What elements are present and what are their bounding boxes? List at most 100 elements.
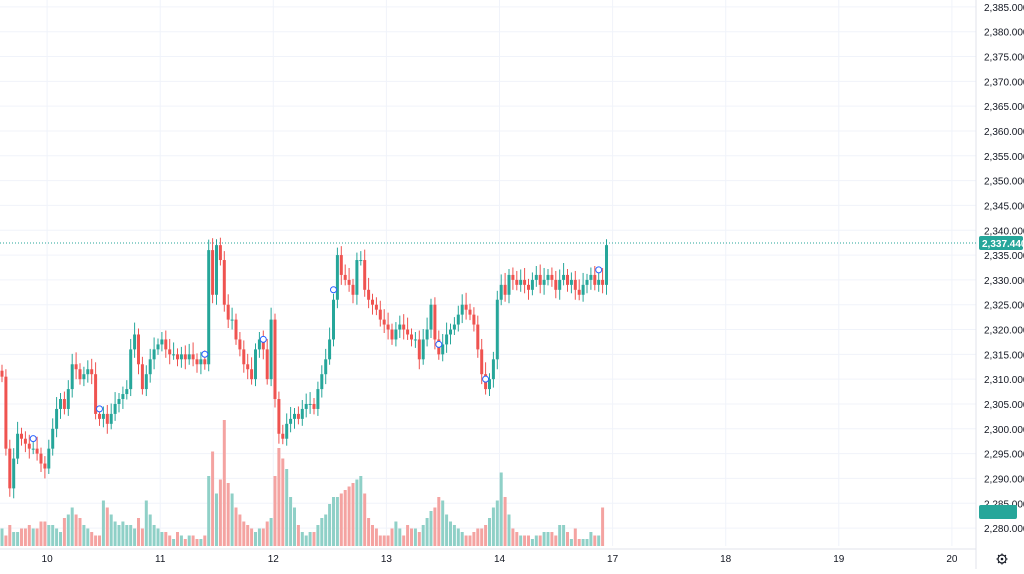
candle-body — [16, 433, 20, 459]
volume-bar — [382, 535, 386, 546]
candle-body — [503, 284, 507, 295]
candle-body — [597, 279, 601, 285]
dividend-marker[interactable] — [201, 350, 209, 358]
y-tick-label: 2,350.000 — [984, 177, 1024, 188]
dividend-marker[interactable] — [482, 375, 490, 383]
volume-bar — [581, 539, 585, 546]
volume-bar — [328, 504, 332, 546]
candle-body — [417, 339, 421, 360]
volume-bar — [394, 521, 398, 546]
volume-bar — [117, 525, 121, 546]
volume-bar — [23, 528, 27, 546]
candle-body — [82, 374, 86, 380]
candle-body — [0, 370, 4, 377]
candle-body — [554, 279, 558, 290]
volume-bar — [113, 521, 117, 546]
candle-body — [413, 339, 417, 341]
candle-body — [367, 289, 371, 300]
candle-body — [429, 304, 433, 330]
marker-layer — [29, 266, 603, 443]
volume-bar — [101, 500, 105, 546]
volume-bar — [129, 525, 133, 546]
candle-body — [234, 319, 238, 340]
x-tick-label: 11 — [155, 554, 166, 565]
candle-body — [343, 274, 347, 280]
candle-body — [593, 274, 597, 285]
candle-body — [113, 403, 117, 414]
volume-bar — [35, 528, 39, 546]
dividend-marker[interactable] — [435, 340, 443, 348]
volume-bar — [238, 514, 242, 546]
candle-body — [421, 339, 425, 360]
candle-body — [195, 359, 199, 365]
volume-bar — [550, 532, 554, 546]
dividend-marker[interactable] — [330, 286, 337, 294]
grid-layer — [0, 0, 976, 546]
candle-body — [589, 274, 593, 280]
candle-body — [339, 255, 343, 275]
candle-body — [101, 413, 105, 419]
candle-body — [8, 448, 12, 489]
volume-bar — [183, 539, 187, 546]
candle-body — [203, 359, 207, 365]
candle-body — [550, 274, 554, 280]
volume-bar — [398, 528, 402, 546]
volume-bar — [82, 525, 86, 546]
dividend-marker[interactable] — [259, 335, 267, 343]
candle-body — [538, 274, 542, 285]
y-tick-label: 2,340.000 — [984, 226, 1024, 237]
volume-bar — [589, 532, 593, 546]
candle-body — [129, 349, 133, 390]
volume-bar — [425, 518, 429, 546]
candle-body — [398, 324, 402, 330]
volume-bar — [191, 535, 195, 546]
x-tick-label: 17 — [607, 554, 619, 565]
candle-body — [137, 334, 140, 365]
volume-bar — [250, 528, 254, 546]
volume-bar — [226, 483, 230, 546]
dividend-marker[interactable] — [96, 405, 103, 413]
volume-bar — [437, 497, 441, 546]
candle-body — [257, 339, 261, 350]
candle-body — [164, 339, 168, 350]
volume-bar — [293, 507, 296, 546]
volume-bar — [59, 532, 62, 546]
candle-body — [152, 349, 156, 360]
volume-bar — [304, 535, 308, 546]
volume-bar — [195, 539, 199, 546]
candle-body — [558, 279, 562, 290]
volume-bar — [300, 532, 304, 546]
volume-bar — [273, 476, 277, 546]
volume-bar — [8, 525, 12, 546]
dividend-marker[interactable] — [29, 435, 37, 443]
candle-body — [304, 403, 308, 409]
volume-bar — [152, 525, 156, 546]
volume-bar — [511, 528, 515, 546]
candle-body — [254, 349, 257, 380]
volume-bar — [39, 521, 43, 546]
y-tick-label: 2,385.000 — [984, 3, 1024, 14]
volume-bar — [468, 535, 472, 546]
candle-body — [546, 274, 550, 280]
candle-body — [160, 339, 164, 345]
candle-body — [519, 279, 523, 285]
dividend-marker[interactable] — [595, 266, 603, 274]
volume-bar — [265, 521, 269, 546]
volume-bar — [156, 528, 160, 546]
candle-body — [312, 403, 316, 409]
x-tick-label: 14 — [494, 554, 506, 565]
candle-body — [176, 354, 179, 360]
volume-bar — [16, 532, 20, 546]
volume-bar — [374, 528, 378, 546]
volume-bar — [211, 451, 215, 546]
candle-body — [562, 274, 566, 280]
candle-body — [402, 324, 406, 330]
volume-bar — [62, 518, 66, 546]
candle-body — [43, 463, 47, 469]
volume-bar — [324, 514, 328, 546]
gear-icon[interactable] — [996, 553, 1008, 565]
volume-bar — [445, 514, 449, 546]
volume-bar — [78, 518, 82, 546]
